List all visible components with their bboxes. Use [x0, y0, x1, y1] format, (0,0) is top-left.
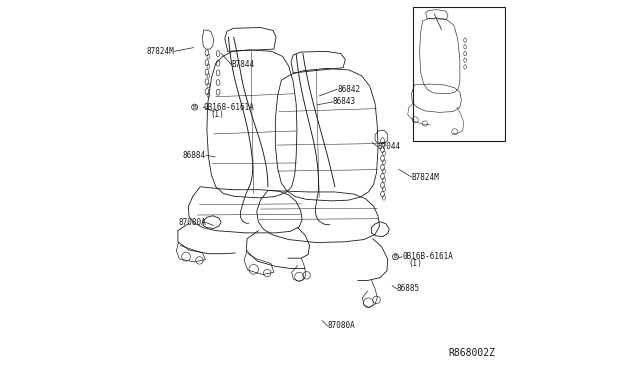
Text: B7844: B7844: [232, 60, 255, 69]
Bar: [413, 7, 505, 141]
Text: 0B168-6161A: 0B168-6161A: [203, 103, 254, 112]
Text: 87080A: 87080A: [328, 321, 355, 330]
Text: B7824M: B7824M: [412, 173, 439, 182]
Text: 87080A: 87080A: [178, 218, 206, 227]
Text: (BELT EXTENDER): (BELT EXTENDER): [440, 37, 506, 44]
Text: 86842: 86842: [337, 85, 360, 94]
Text: 86843: 86843: [333, 97, 356, 106]
Text: 0B16B-6161A: 0B16B-6161A: [402, 252, 453, 261]
Text: 87824M: 87824M: [147, 47, 174, 56]
Text: 86884: 86884: [182, 151, 206, 160]
Text: B: B: [193, 105, 196, 110]
Text: (I): (I): [408, 259, 422, 268]
Text: (I): (I): [210, 110, 224, 119]
Text: 86848P: 86848P: [443, 28, 470, 37]
Text: 86885: 86885: [397, 284, 420, 293]
Text: 87044: 87044: [378, 142, 401, 151]
Text: R868002Z: R868002Z: [449, 348, 495, 358]
Text: B: B: [394, 254, 397, 259]
